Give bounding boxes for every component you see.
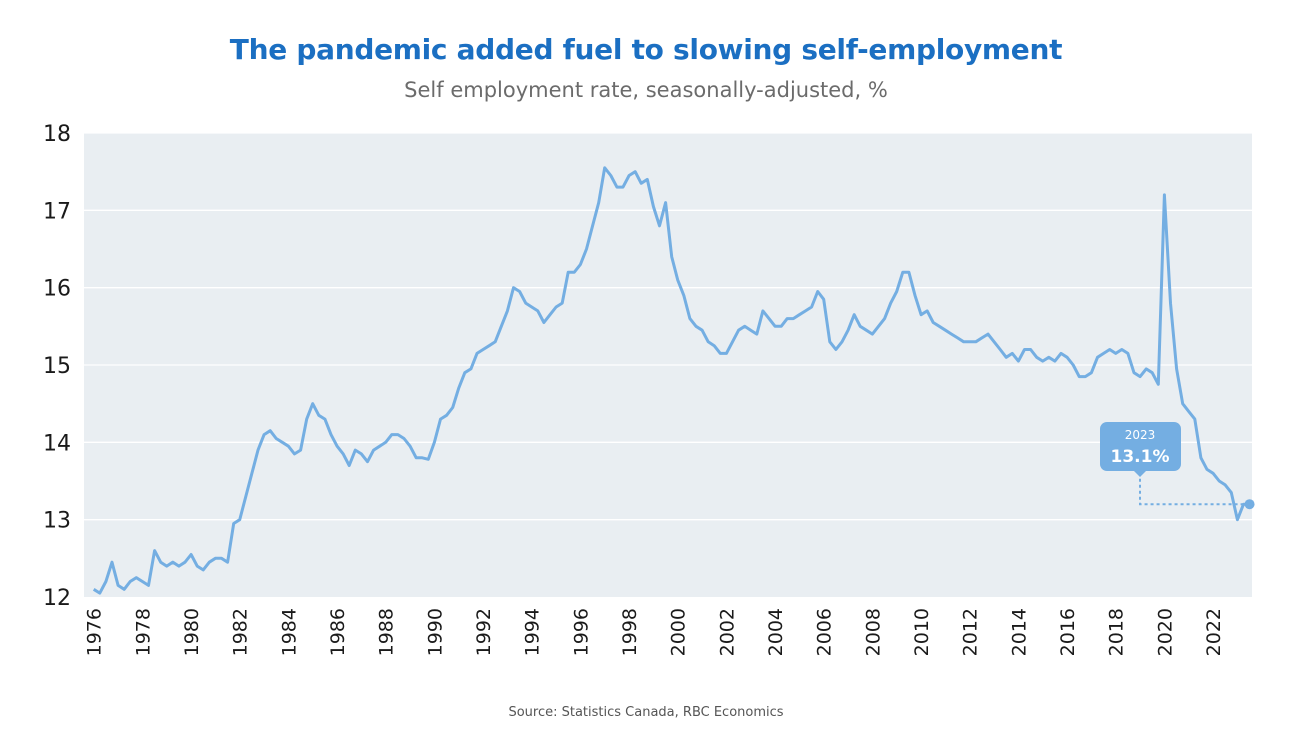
y-tick-label: 17: [43, 199, 71, 224]
callout-year: 2023: [1125, 428, 1156, 442]
x-tick-label: 1994: [522, 608, 544, 656]
x-tick-label: 1998: [619, 608, 641, 656]
chart-subtitle: Self employment rate, seasonally-adjuste…: [404, 78, 888, 102]
x-tick-label: 2018: [1106, 608, 1128, 656]
x-tick-label: 2022: [1203, 608, 1225, 656]
x-tick-label: 1986: [327, 608, 349, 656]
latest-point: [1244, 499, 1255, 510]
x-tick-label: 2008: [862, 608, 884, 656]
x-tick-label: 1976: [84, 608, 106, 656]
callout-box: [1100, 422, 1181, 471]
x-tick-label: 1990: [424, 608, 446, 656]
callout-value: 13.1%: [1111, 447, 1170, 467]
x-tick-label: 1978: [132, 608, 154, 656]
y-tick-label: 18: [43, 122, 71, 147]
x-tick-label: 2010: [911, 608, 933, 656]
x-tick-label: 1996: [570, 608, 592, 656]
y-tick-label: 12: [43, 586, 71, 611]
x-tick-label: 1984: [278, 608, 300, 656]
x-tick-label: 2004: [765, 608, 787, 656]
x-tick-label: 2014: [1008, 608, 1030, 656]
y-tick-label: 15: [43, 354, 71, 379]
x-tick-label: 1988: [376, 608, 398, 656]
x-tick-label: 1982: [230, 608, 252, 656]
x-tick-label: 1992: [473, 608, 495, 656]
x-tick-label: 2000: [668, 608, 690, 656]
y-tick-label: 14: [43, 431, 71, 456]
y-tick-label: 13: [43, 509, 71, 534]
x-tick-label: 2016: [1057, 608, 1079, 656]
series-line: [92, 166, 1250, 595]
chart-title: The pandemic added fuel to slowing self-…: [229, 33, 1063, 66]
x-tick-label: 2006: [814, 608, 836, 656]
x-tick-label: 2012: [960, 608, 982, 656]
x-tick-label: 1980: [181, 608, 203, 656]
x-tick-label: 2020: [1154, 608, 1176, 656]
y-tick-label: 16: [43, 277, 71, 302]
callout-leader: [1139, 476, 1244, 506]
callout-pointer: [1133, 470, 1147, 477]
source-note: Source: Statistics Canada, RBC Economics: [508, 705, 784, 720]
x-tick-label: 2002: [716, 608, 738, 656]
